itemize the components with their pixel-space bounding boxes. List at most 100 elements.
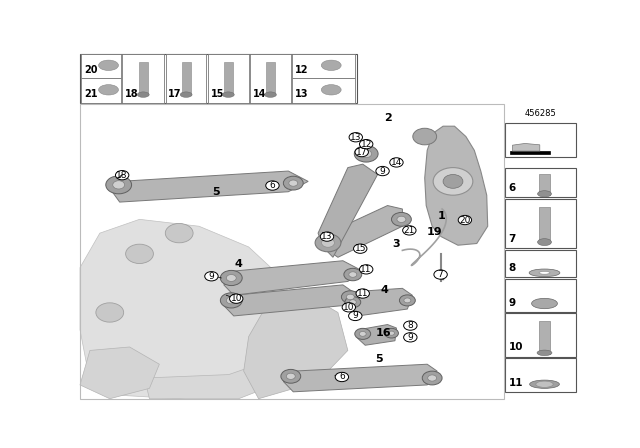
Circle shape [349,300,356,305]
Polygon shape [224,285,358,316]
Ellipse shape [180,92,192,97]
Circle shape [353,244,367,253]
FancyBboxPatch shape [166,54,207,103]
Circle shape [342,303,356,312]
Circle shape [227,275,236,281]
FancyBboxPatch shape [224,61,233,95]
Circle shape [220,271,242,285]
Circle shape [266,181,279,190]
Text: 9: 9 [380,167,385,176]
Text: 11: 11 [509,378,523,388]
Text: 5: 5 [212,187,220,197]
Circle shape [349,272,356,277]
Circle shape [404,333,417,342]
Circle shape [434,270,447,279]
Text: 3: 3 [392,239,400,249]
Circle shape [356,289,369,298]
FancyBboxPatch shape [81,54,121,78]
Text: 10: 10 [230,294,242,303]
Ellipse shape [99,60,118,70]
Circle shape [443,174,463,188]
Text: 4: 4 [381,285,388,295]
Polygon shape [358,324,396,345]
FancyBboxPatch shape [505,279,576,312]
Circle shape [230,294,243,303]
Text: 10: 10 [343,303,355,312]
FancyBboxPatch shape [139,61,148,95]
Circle shape [289,180,298,186]
Text: 21: 21 [84,89,97,99]
Circle shape [125,244,154,263]
FancyBboxPatch shape [539,207,550,243]
Ellipse shape [529,269,560,276]
Ellipse shape [222,92,234,97]
Text: 9: 9 [408,333,413,342]
Text: 16: 16 [376,328,392,338]
Text: 1: 1 [437,211,445,221]
Circle shape [359,332,366,336]
Text: 12: 12 [360,140,372,149]
Circle shape [361,150,372,158]
Text: 9: 9 [353,311,358,320]
Polygon shape [145,344,328,399]
Circle shape [360,139,373,149]
FancyBboxPatch shape [122,54,164,103]
Text: 10: 10 [509,342,523,353]
Circle shape [355,146,378,162]
Text: 11: 11 [357,289,369,298]
Circle shape [399,295,415,306]
Circle shape [315,234,341,252]
FancyBboxPatch shape [505,198,576,248]
Text: 15: 15 [355,244,366,253]
FancyBboxPatch shape [208,54,249,103]
Circle shape [205,271,218,281]
Text: 6: 6 [269,181,275,190]
Text: 8: 8 [408,321,413,330]
Text: 12: 12 [295,65,308,75]
Text: 17: 17 [356,147,367,156]
Text: 456285: 456285 [525,109,556,118]
Circle shape [335,372,349,382]
FancyBboxPatch shape [539,174,550,194]
Circle shape [428,375,436,381]
Circle shape [341,291,359,303]
Text: 17: 17 [168,89,182,99]
Circle shape [113,181,125,189]
Ellipse shape [321,60,341,70]
Text: 13: 13 [350,133,362,142]
Ellipse shape [321,85,341,95]
Circle shape [106,176,132,194]
Circle shape [321,238,335,247]
Polygon shape [318,164,378,257]
Ellipse shape [138,92,149,97]
Text: 11: 11 [360,265,372,274]
Circle shape [346,294,355,300]
Circle shape [281,370,301,383]
Circle shape [388,331,394,335]
Circle shape [227,297,236,304]
FancyBboxPatch shape [266,61,275,95]
Polygon shape [323,206,403,257]
Circle shape [433,168,473,195]
Polygon shape [224,261,363,295]
Text: 13: 13 [321,232,333,241]
Text: 19: 19 [426,228,442,237]
Text: 18: 18 [116,171,128,180]
Text: 20: 20 [84,65,97,75]
Circle shape [349,133,362,142]
FancyBboxPatch shape [505,168,576,197]
FancyBboxPatch shape [505,250,576,277]
Circle shape [96,303,124,322]
Circle shape [344,268,362,281]
Circle shape [360,265,373,274]
Ellipse shape [538,239,552,246]
Circle shape [376,166,389,176]
Circle shape [385,328,399,338]
Polygon shape [425,126,488,245]
Text: 13: 13 [295,89,308,99]
Text: 4: 4 [235,259,243,269]
Circle shape [220,293,242,308]
Text: 7: 7 [509,234,516,244]
Ellipse shape [264,92,276,97]
Circle shape [286,373,295,379]
